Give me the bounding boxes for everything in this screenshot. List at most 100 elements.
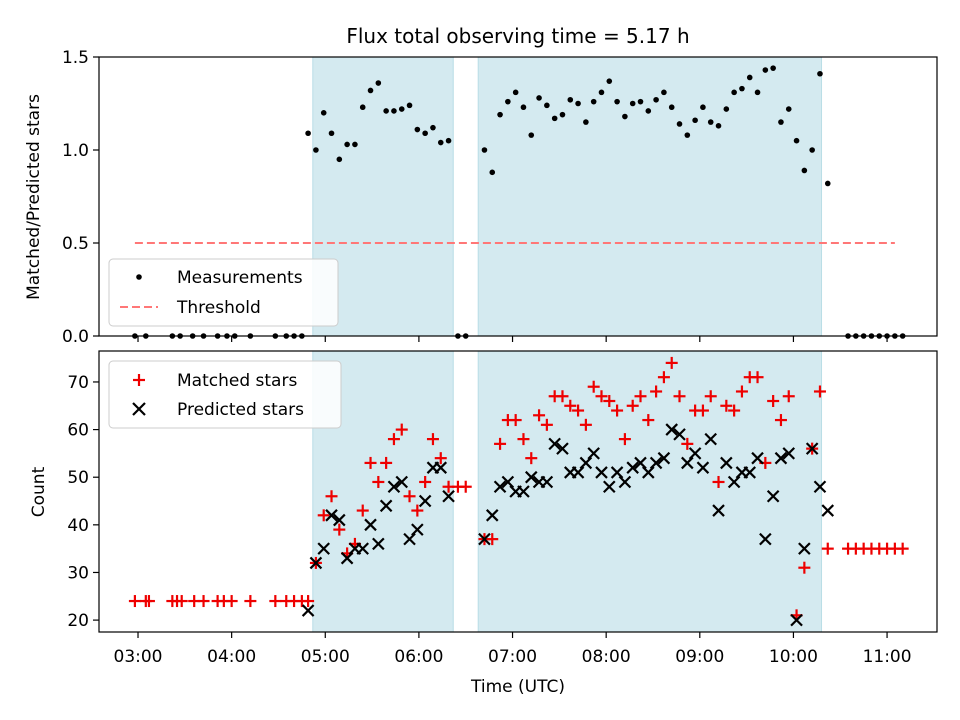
y-tick-label: 1.5: [62, 48, 89, 68]
matched-star-point: [403, 490, 416, 503]
predicted-star-point: [434, 461, 448, 474]
predicted-star-point: [603, 480, 616, 494]
predicted-star-point: [618, 475, 632, 489]
matched-star-point: [142, 595, 155, 608]
predicted-star-point: [333, 513, 346, 527]
measurement-point: [723, 106, 730, 112]
measurement-point: [344, 141, 350, 148]
bottom-y-axis-label: Count: [29, 466, 49, 517]
matched-star-point: [225, 595, 238, 608]
measurement-point: [328, 130, 335, 137]
predicted-star-point: [340, 551, 354, 565]
measurement-point: [746, 74, 753, 81]
bottom-x-ticks: 03:00 04:00 05:00 06:00 07:00 08:00 09:00 10:00…: [114, 632, 912, 667]
measurement-point: [520, 104, 527, 111]
predicted-star-point: [571, 466, 585, 479]
measurement-point: [575, 100, 581, 107]
y-tick-label: 1.0: [62, 141, 89, 161]
measurement-point: [793, 137, 800, 144]
predicted-star-point: [665, 423, 678, 436]
matched-star-point: [556, 390, 569, 403]
measurement-point: [336, 156, 343, 163]
legend-predicted-marker: [132, 402, 146, 416]
matched-star-point: [364, 456, 377, 469]
predicted-star-point: [485, 509, 499, 522]
matched-star-point: [896, 542, 909, 555]
matched-star-point: [356, 504, 369, 517]
top-axes-frame: [98, 56, 938, 337]
matched-star-point: [642, 414, 655, 427]
matched-star-point: [587, 380, 600, 393]
measurement-point: [661, 89, 667, 96]
top-legend-box: [108, 258, 339, 327]
measurement-point: [383, 108, 389, 114]
measurement-point: [801, 167, 808, 174]
y-tick-label: 60: [67, 421, 89, 441]
measurement-point: [505, 98, 511, 105]
measurement-point: [809, 147, 815, 153]
predicted-star-point: [442, 489, 455, 503]
y-tick-label: 30: [67, 563, 89, 583]
measurement-point: [567, 96, 574, 103]
measurement-point: [536, 95, 542, 101]
measurement-point: [700, 104, 706, 111]
matched-star-point: [517, 433, 530, 446]
x-tick-label: 06:00: [394, 647, 443, 667]
measurement-point: [770, 65, 776, 71]
legend-threshold-label: Threshold: [176, 298, 261, 318]
matched-star-point: [665, 356, 678, 369]
predicted-star-point: [556, 442, 569, 455]
bottom-y-ticks: 20 30 40 50 60 70: [67, 373, 99, 631]
measurement-point: [551, 115, 558, 122]
matched-star-point: [411, 504, 424, 517]
matched-star-point: [774, 414, 787, 427]
x-tick-label: 05:00: [301, 647, 350, 667]
predicted-star-point: [821, 504, 835, 517]
matched-star-point: [269, 595, 282, 608]
measurement-point: [512, 89, 519, 96]
predicted-star-point: [673, 428, 686, 441]
measurement-point: [606, 78, 613, 84]
legend-measurements-label: Measurements: [177, 268, 303, 288]
measurement-point: [707, 119, 714, 125]
measurement-point: [497, 111, 503, 118]
matched-star-point: [720, 399, 733, 412]
measurement-point: [637, 98, 644, 105]
predicted-star-point: [634, 456, 647, 470]
matched-star-point: [533, 409, 546, 422]
predicted-star-point: [309, 556, 323, 570]
predicted-star-point: [540, 475, 554, 489]
predicted-star-point: [712, 504, 725, 517]
predicted-star-point: [587, 447, 600, 460]
ratio-panel: 0.0 0.5 1.0 1.5 Matched/Predicted stars Mea…: [24, 48, 938, 347]
measurement-point: [622, 113, 628, 120]
measurement-point: [414, 126, 421, 133]
matched-star-point: [611, 404, 624, 417]
matched-star-point: [380, 456, 393, 469]
predicted-star-point: [805, 442, 819, 455]
predicted-star-point: [751, 451, 764, 465]
legend-predicted-label: Predicted stars: [177, 400, 304, 420]
matched-star-point: [728, 404, 741, 417]
measurement-point: [489, 169, 496, 176]
measurement-point: [590, 98, 597, 105]
matched-star-point: [798, 561, 811, 574]
legend-matched-marker: [133, 374, 145, 386]
matched-star-point: [395, 423, 408, 436]
predicted-star-point: [696, 461, 710, 474]
x-tick-label: 03:00: [114, 647, 163, 667]
predicted-star-point: [626, 461, 639, 474]
predicted-star-point: [774, 451, 788, 465]
measurement-point: [614, 98, 620, 105]
count-panel: 20 30 40 50 60 70 03:00 04:00 05:00 06:00 07:00 08…: [29, 350, 938, 697]
measurement-point: [598, 89, 605, 96]
measurement-point: [684, 132, 691, 138]
matched-star-point: [459, 480, 472, 493]
predicted-star-point: [411, 523, 424, 536]
bottom-legend: Matched stars Predicted stars: [108, 360, 342, 429]
matched-star-point: [657, 371, 670, 384]
matched-star-point: [564, 399, 577, 412]
measurement-point: [653, 96, 659, 103]
matched-star-point: [634, 390, 647, 403]
